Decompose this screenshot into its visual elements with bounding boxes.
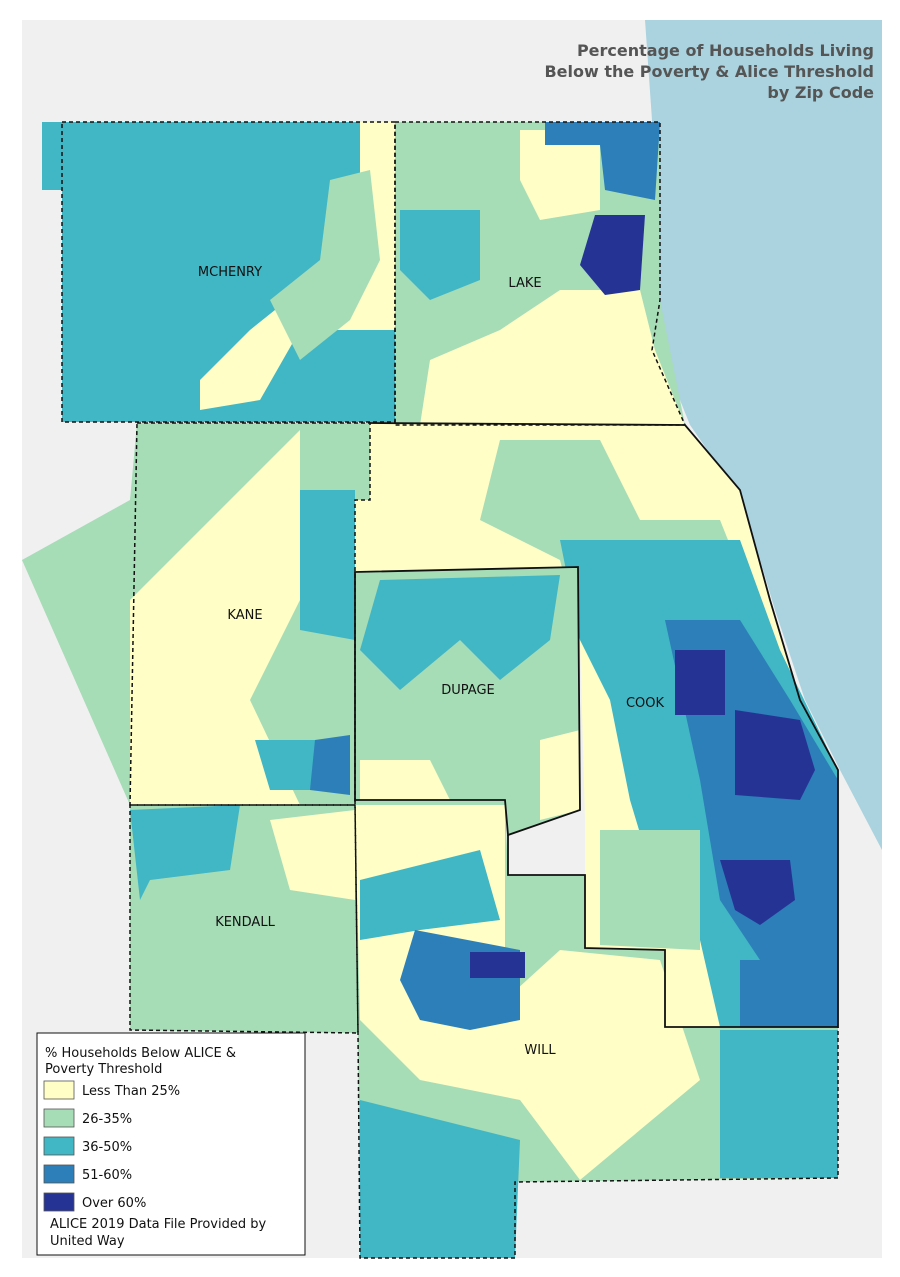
legend-label: 26-35% <box>82 1112 132 1127</box>
title: Percentage of Households Living <box>577 41 874 60</box>
zip-regions <box>22 122 838 1258</box>
legend-swatch <box>43 1164 75 1184</box>
region <box>200 122 395 410</box>
region <box>300 490 355 640</box>
source-note: ALICE 2019 Data File Provided by <box>50 1217 266 1232</box>
legend-swatch <box>43 1080 75 1100</box>
region <box>600 830 700 950</box>
legend-swatch <box>43 1192 75 1212</box>
region <box>545 122 660 200</box>
region <box>720 860 795 925</box>
region <box>735 710 815 800</box>
region <box>740 960 838 1027</box>
lake-michigan <box>645 20 882 850</box>
title: Below the Poverty & Alice Threshold <box>544 62 874 81</box>
legend-title: Poverty Threshold <box>45 1062 162 1077</box>
region <box>130 805 240 900</box>
county-border <box>394 121 687 426</box>
county-label: COOK <box>626 696 665 711</box>
legend-label: 51-60% <box>82 1168 132 1183</box>
region <box>720 1030 838 1178</box>
county-label: WILL <box>524 1043 556 1058</box>
legend: % Households Below ALICE & Poverty Thres… <box>36 1032 306 1256</box>
legend-label: Over 60% <box>82 1196 146 1211</box>
region <box>270 810 355 900</box>
legend-title: % Households Below ALICE & <box>45 1046 236 1061</box>
county-label: KANE <box>227 608 262 623</box>
region <box>520 130 600 220</box>
county-label: KENDALL <box>215 915 275 930</box>
region <box>310 735 350 795</box>
legend-swatch <box>43 1108 75 1128</box>
region <box>270 170 380 360</box>
legend-box <box>36 1032 306 1256</box>
region <box>360 760 450 800</box>
region <box>400 210 480 300</box>
legend-items: Less Than 25% 26-35% 36-50% 51-60% Over 60% <box>43 1080 180 1212</box>
county-border <box>354 799 839 1259</box>
county-border <box>129 804 359 1034</box>
county-label: DUPAGE <box>441 683 495 698</box>
legend-label: Less Than 25% <box>82 1084 180 1099</box>
region <box>360 575 560 690</box>
region <box>360 850 500 940</box>
legend-swatch <box>43 1136 75 1156</box>
region <box>540 730 580 820</box>
county-label: MCHENRY <box>198 265 262 280</box>
region <box>130 430 300 805</box>
title: by Zip Code <box>767 83 874 102</box>
source-note: United Way <box>50 1234 125 1249</box>
legend-label: 36-50% <box>82 1140 132 1155</box>
region <box>580 215 645 295</box>
region <box>360 1100 520 1258</box>
region <box>675 650 725 715</box>
region <box>470 952 525 978</box>
county-label: LAKE <box>508 276 541 291</box>
region <box>420 290 685 425</box>
